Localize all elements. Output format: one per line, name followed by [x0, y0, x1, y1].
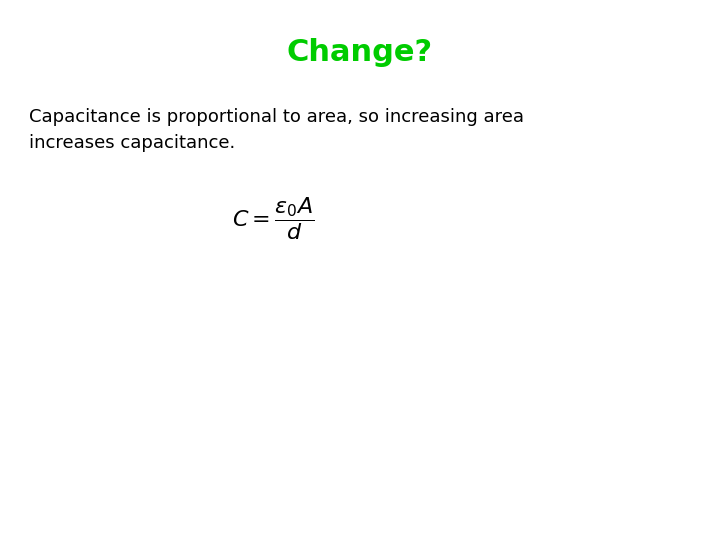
Text: Capacitance is proportional to area, so increasing area
increases capacitance.: Capacitance is proportional to area, so … — [29, 108, 523, 152]
Text: $C = \dfrac{\varepsilon_0 A}{d}$: $C = \dfrac{\varepsilon_0 A}{d}$ — [233, 195, 315, 242]
Text: Change?: Change? — [287, 38, 433, 67]
